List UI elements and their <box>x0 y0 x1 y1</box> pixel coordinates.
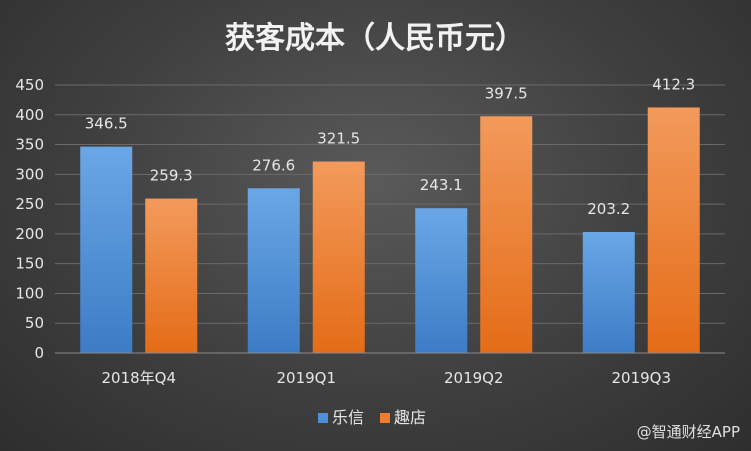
y-tick-label: 300 <box>15 165 44 183</box>
watermark: @智通财经APP <box>637 423 740 441</box>
legend-label-qudian: 趣店 <box>394 408 426 427</box>
y-tick-label: 450 <box>15 76 44 94</box>
bar-lexin <box>80 146 133 353</box>
bar-lexin <box>247 188 300 353</box>
x-tick-label: 2019Q1 <box>276 369 336 387</box>
y-tick-label: 200 <box>15 225 44 243</box>
legend-swatch-qudian <box>380 413 390 423</box>
y-tick-label: 350 <box>15 136 44 154</box>
data-label: 203.2 <box>587 200 630 218</box>
bar-qudian <box>312 161 365 353</box>
chart-title: 获客成本（人民币元） <box>225 21 525 56</box>
y-tick-label: 400 <box>15 106 44 124</box>
y-tick-label: 50 <box>25 314 44 332</box>
x-tick-label: 2018年Q4 <box>101 369 176 387</box>
y-tick-label: 150 <box>15 255 44 273</box>
data-label: 346.5 <box>85 115 128 133</box>
data-label: 276.6 <box>252 156 295 174</box>
y-axis-ticks: 0 50 100 150 200 250 300 350 400 450 <box>15 76 44 362</box>
bar-qudian <box>480 116 533 354</box>
data-label: 412.3 <box>652 75 695 93</box>
bar-lexin <box>415 208 468 353</box>
x-tick-label: 2019Q2 <box>444 369 504 387</box>
bar-qudian <box>145 198 198 353</box>
data-label: 243.1 <box>420 176 463 194</box>
y-tick-label: 100 <box>15 284 44 302</box>
y-tick-label: 250 <box>15 195 44 213</box>
legend-swatch-lexin <box>318 413 328 423</box>
bars <box>80 107 700 354</box>
data-label: 397.5 <box>485 84 528 102</box>
x-tick-label: 2019Q3 <box>611 369 671 387</box>
data-label: 259.3 <box>150 167 193 185</box>
data-labels: 346.5 259.3 276.6 321.5 243.1 397.5 203.2 412.3 <box>85 75 695 218</box>
x-axis-ticks: 2018年Q4 2019Q1 2019Q2 2019Q3 <box>101 369 671 387</box>
bar-qudian <box>647 107 700 353</box>
legend: 乐信 趣店 <box>318 408 426 427</box>
legend-label-lexin: 乐信 <box>332 408 364 427</box>
y-tick-label: 0 <box>34 344 44 362</box>
data-label: 321.5 <box>317 130 360 148</box>
bar-lexin <box>582 231 635 353</box>
